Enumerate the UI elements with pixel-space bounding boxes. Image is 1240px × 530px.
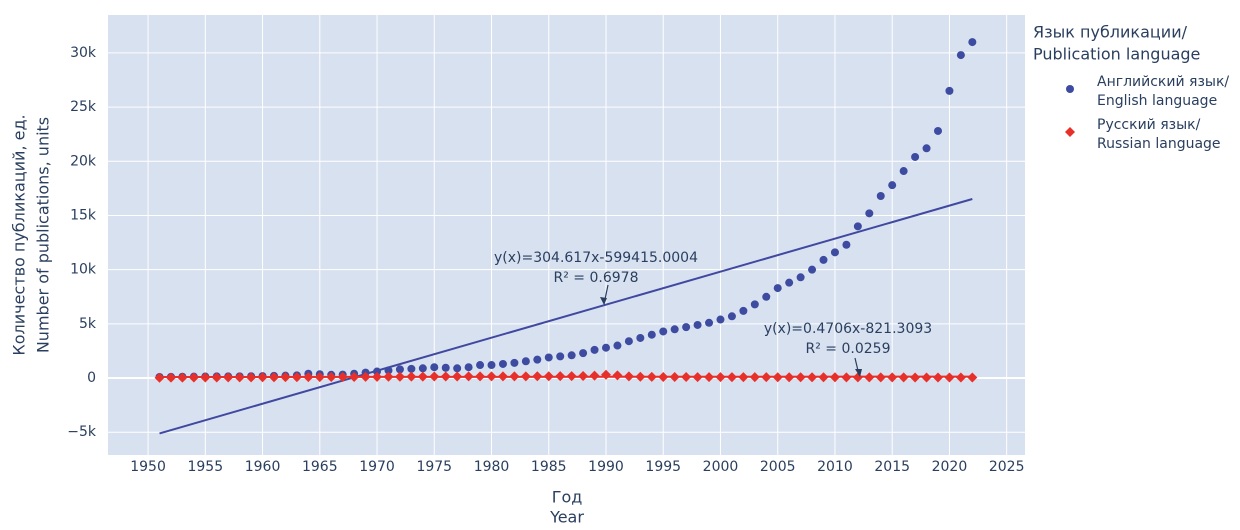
y-axis-title: Количество публикаций, ед. xyxy=(10,114,29,355)
point xyxy=(613,342,621,350)
y-tick-label: 0 xyxy=(87,370,96,386)
point xyxy=(694,321,702,329)
y-axis-title: Number of publications, units xyxy=(34,117,53,353)
point xyxy=(659,327,667,335)
point xyxy=(751,300,759,308)
point xyxy=(682,323,690,331)
point xyxy=(545,353,553,361)
x-tick-label: 1965 xyxy=(302,459,338,475)
point xyxy=(407,365,415,373)
x-tick-label: 1955 xyxy=(187,459,223,475)
point xyxy=(499,360,507,368)
x-tick-label: 1970 xyxy=(359,459,395,475)
point xyxy=(556,352,564,360)
y-tick-label: −5k xyxy=(67,424,97,440)
point xyxy=(488,361,496,369)
x-tick-label: 2020 xyxy=(932,459,968,475)
point xyxy=(911,153,919,161)
x-tick-label: 2010 xyxy=(817,459,853,475)
point xyxy=(636,334,644,342)
plot-area xyxy=(108,15,1025,455)
point xyxy=(533,356,541,364)
point xyxy=(797,273,805,281)
point xyxy=(762,293,770,301)
point xyxy=(453,364,461,372)
x-tick-label: 2025 xyxy=(989,459,1025,475)
point xyxy=(877,192,885,200)
point xyxy=(888,181,896,189)
x-axis-title: Год xyxy=(552,488,583,507)
x-tick-label: 1950 xyxy=(130,459,166,475)
y-tick-label: 5k xyxy=(79,316,97,332)
x-tick-label: 1975 xyxy=(416,459,452,475)
point xyxy=(739,307,747,315)
x-tick-label: 1995 xyxy=(645,459,681,475)
point xyxy=(808,266,816,274)
point xyxy=(945,87,953,95)
annotation: R² = 0.0259 xyxy=(806,341,891,357)
legend-label: Английский язык/ xyxy=(1097,74,1229,90)
x-tick-label: 2015 xyxy=(874,459,910,475)
x-tick-label: 2000 xyxy=(703,459,739,475)
annotation: y(x)=0.4706x-821.3093 xyxy=(764,321,932,337)
legend-title: Publication language xyxy=(1033,45,1200,64)
legend-title: Язык публикации/ xyxy=(1033,23,1188,42)
legend-label: Russian language xyxy=(1097,136,1221,152)
point xyxy=(602,344,610,352)
point xyxy=(728,312,736,320)
y-tick-label: 30k xyxy=(70,45,97,61)
annotation: R² = 0.6978 xyxy=(554,270,639,286)
point xyxy=(476,361,484,369)
point xyxy=(820,256,828,264)
x-tick-label: 1990 xyxy=(588,459,624,475)
x-axis-title: Year xyxy=(549,508,584,527)
point xyxy=(510,359,518,367)
point xyxy=(465,363,473,371)
point xyxy=(568,351,576,359)
legend-marker xyxy=(1065,127,1075,137)
point xyxy=(957,51,965,59)
point xyxy=(785,279,793,287)
y-tick-label: 25k xyxy=(70,99,97,115)
y-tick-label: 15k xyxy=(70,207,97,223)
point xyxy=(419,364,427,372)
point xyxy=(705,319,713,327)
point xyxy=(579,349,587,357)
point xyxy=(774,284,782,292)
point xyxy=(625,337,633,345)
point xyxy=(842,241,850,249)
point xyxy=(442,364,450,372)
x-tick-label: 2005 xyxy=(760,459,796,475)
x-tick-label: 1985 xyxy=(531,459,567,475)
point xyxy=(671,325,679,333)
point xyxy=(831,248,839,256)
x-tick-label: 1960 xyxy=(245,459,281,475)
legend-marker xyxy=(1066,85,1074,93)
point xyxy=(865,209,873,217)
point xyxy=(900,167,908,175)
point xyxy=(648,331,656,339)
legend-label: English language xyxy=(1097,93,1217,109)
y-tick-label: 10k xyxy=(70,262,97,278)
point xyxy=(522,357,530,365)
y-tick-label: 20k xyxy=(70,153,97,169)
x-tick-label: 1980 xyxy=(474,459,510,475)
point xyxy=(968,38,976,46)
point xyxy=(591,346,599,354)
legend-label: Русский язык/ xyxy=(1097,117,1201,133)
point xyxy=(923,144,931,152)
point xyxy=(854,222,862,230)
point xyxy=(430,363,438,371)
annotation: y(x)=304.617x-599415.0004 xyxy=(494,250,698,266)
point xyxy=(934,127,942,135)
point xyxy=(716,316,724,324)
